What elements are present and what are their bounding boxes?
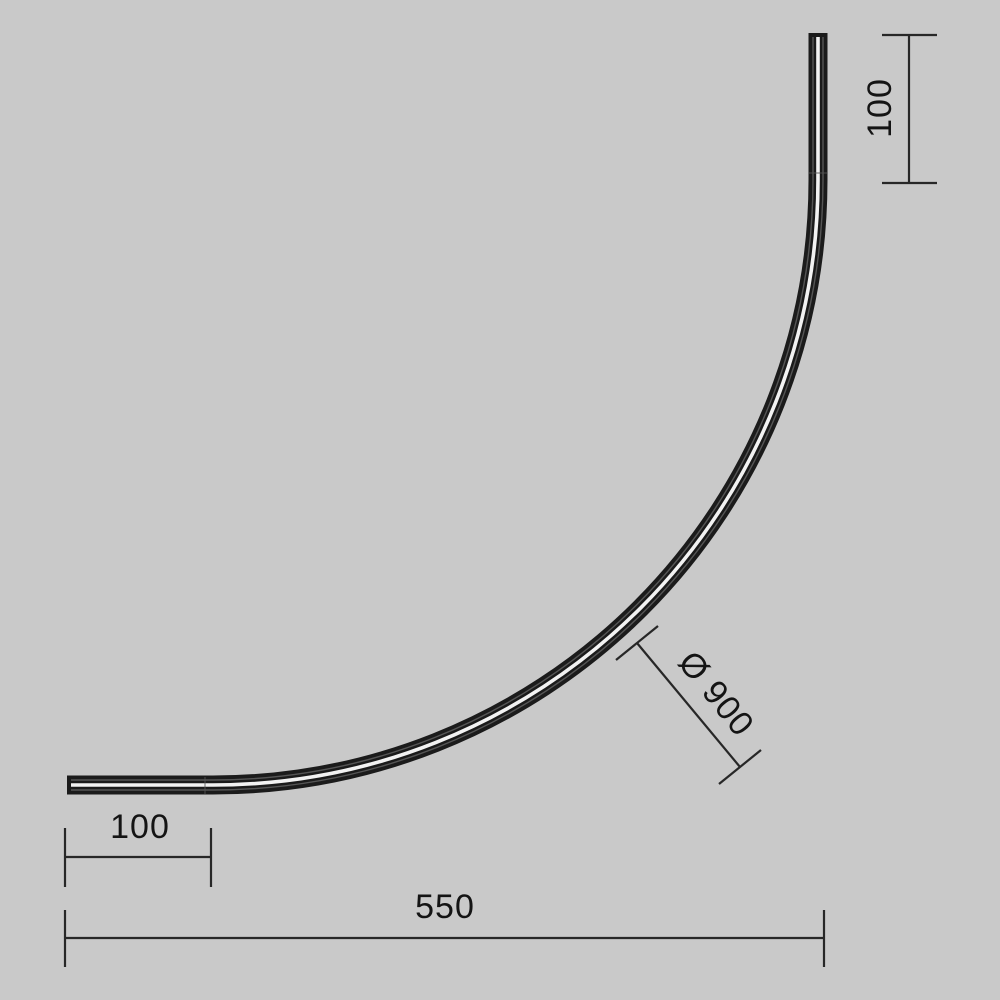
track-outer-rail-core-line (71, 37, 824, 791)
curved-track (67, 33, 828, 795)
dimension-label-top-right: 100 (861, 78, 899, 138)
dimension-label-bottom-overall: 550 (415, 888, 475, 926)
track-inner-rail-core-line (71, 37, 814, 781)
dimension-bottom-overall: 550 (63, 888, 826, 967)
dimension-line-diagonal (636, 642, 741, 768)
track-center-gap (71, 37, 820, 787)
dimension-bottom-left-straight: 100 (63, 808, 213, 887)
dimension-end-cap-upper (615, 625, 659, 661)
dimension-label-bottom-left: 100 (110, 808, 170, 846)
dimension-top-right-straight: 100 (861, 33, 937, 185)
dimension-end-cap-lower (718, 749, 762, 785)
